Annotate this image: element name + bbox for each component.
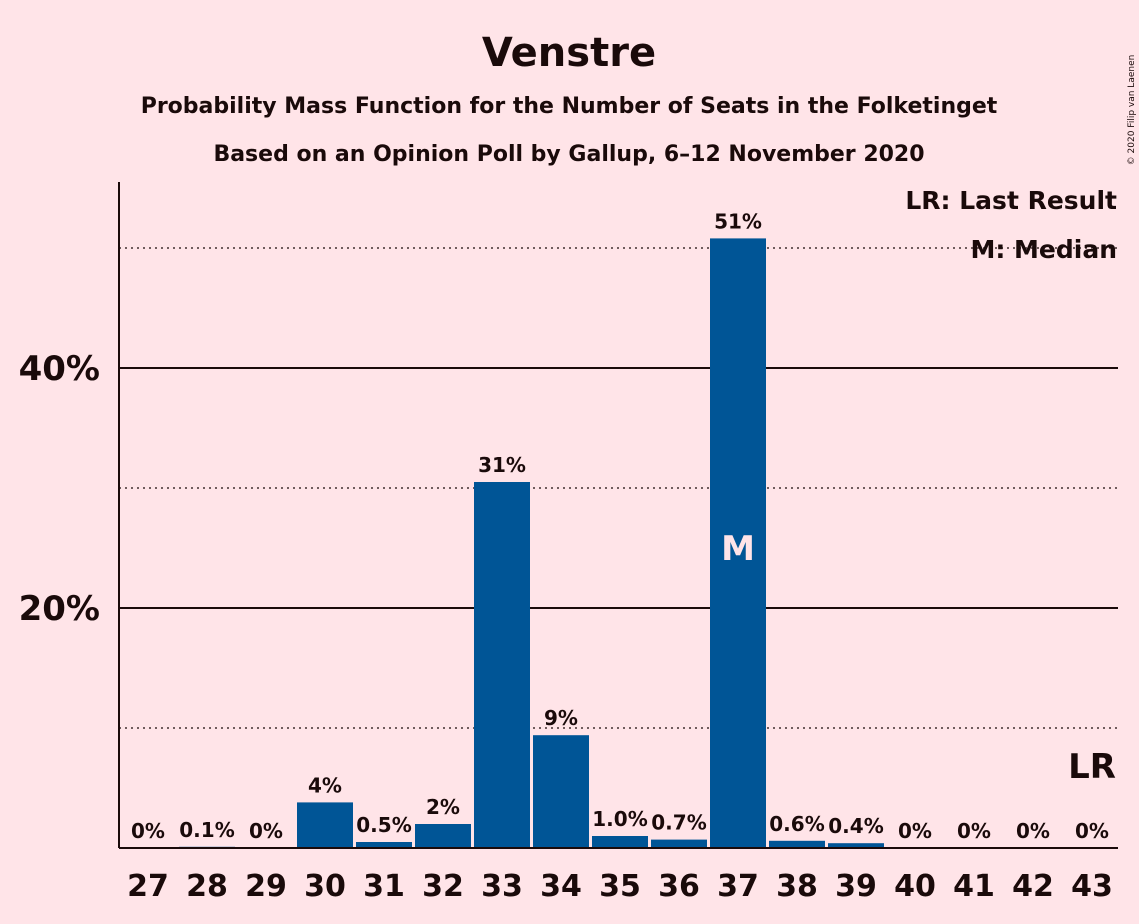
- bar-34: [533, 735, 589, 848]
- bar-label-42: 0%: [1016, 819, 1050, 843]
- bar-37: [710, 238, 766, 848]
- y-tick-label-1: 40%: [19, 349, 100, 389]
- bar-39: [828, 843, 884, 848]
- chart-title: Venstre: [482, 30, 656, 76]
- bar-33: [474, 482, 530, 848]
- bar-label-27: 0%: [131, 819, 165, 843]
- bar-label-37: 51%: [714, 209, 762, 233]
- y-tick-label-0: 20%: [19, 589, 100, 629]
- x-tick-label-40: 40: [894, 869, 936, 904]
- bar-label-38: 0.6%: [769, 812, 824, 836]
- bar-36: [651, 839, 707, 848]
- median-marker: M: [721, 529, 755, 569]
- bar-35: [592, 836, 648, 848]
- bar-38: [769, 840, 825, 848]
- x-tick-label-37: 37: [717, 869, 759, 904]
- x-tick-label-38: 38: [776, 869, 818, 904]
- bar-labels: 0% 0.1% 0% 4% 0.5% 2% 31% 9% 1.0% 0.7% 51% 0.6% 0.4%…: [131, 209, 1109, 843]
- bar-label-34: 9%: [544, 706, 578, 730]
- bar-label-36: 0.7%: [651, 811, 706, 835]
- x-tick-label-35: 35: [599, 869, 641, 904]
- bar-label-43: 0%: [1075, 819, 1109, 843]
- bar-label-40: 0%: [898, 819, 932, 843]
- bar-32: [415, 824, 471, 848]
- x-tick-label-30: 30: [304, 869, 346, 904]
- bar-label-39: 0.4%: [828, 814, 883, 838]
- last-result-marker: LR: [1068, 747, 1116, 787]
- x-tick-label-27: 27: [127, 869, 169, 904]
- bar-label-29: 0%: [249, 819, 283, 843]
- x-tick-label-43: 43: [1071, 869, 1113, 904]
- x-tick-label-28: 28: [186, 869, 228, 904]
- x-tick-label-34: 34: [540, 869, 582, 904]
- x-tick-label-39: 39: [835, 869, 877, 904]
- bar-label-33: 31%: [478, 453, 526, 477]
- chart-subtitle-1: Probability Mass Function for the Number…: [141, 94, 998, 119]
- x-tick-label-36: 36: [658, 869, 700, 904]
- x-tick-label-42: 42: [1012, 869, 1054, 904]
- x-tick-labels: 27 28 29 30 31 32 33 34 35 36 37 38 39 40 41 42 43: [127, 869, 1113, 904]
- bar-30: [297, 802, 353, 848]
- bar-label-32: 2%: [426, 795, 460, 819]
- bars: [179, 238, 884, 848]
- bar-31: [356, 842, 412, 848]
- legend-median: M: Median: [970, 235, 1117, 264]
- legend-last-result: LR: Last Result: [905, 186, 1117, 215]
- chart-subtitle-2: Based on an Opinion Poll by Gallup, 6–12…: [213, 142, 924, 167]
- x-tick-label-29: 29: [245, 869, 287, 904]
- y-tick-labels: 20% 40%: [19, 349, 100, 629]
- bar-label-41: 0%: [957, 819, 991, 843]
- x-tick-label-41: 41: [953, 869, 995, 904]
- x-tick-label-32: 32: [422, 869, 464, 904]
- x-tick-label-31: 31: [363, 869, 405, 904]
- x-tick-label-33: 33: [481, 869, 523, 904]
- bar-label-30: 4%: [308, 773, 342, 797]
- gridlines: [119, 247, 1118, 729]
- bar-label-31: 0.5%: [356, 813, 411, 837]
- bar-label-28: 0.1%: [179, 818, 234, 842]
- bar-label-35: 1.0%: [592, 807, 647, 831]
- copyright-notice: © 2020 Filip van Laenen: [1127, 55, 1137, 166]
